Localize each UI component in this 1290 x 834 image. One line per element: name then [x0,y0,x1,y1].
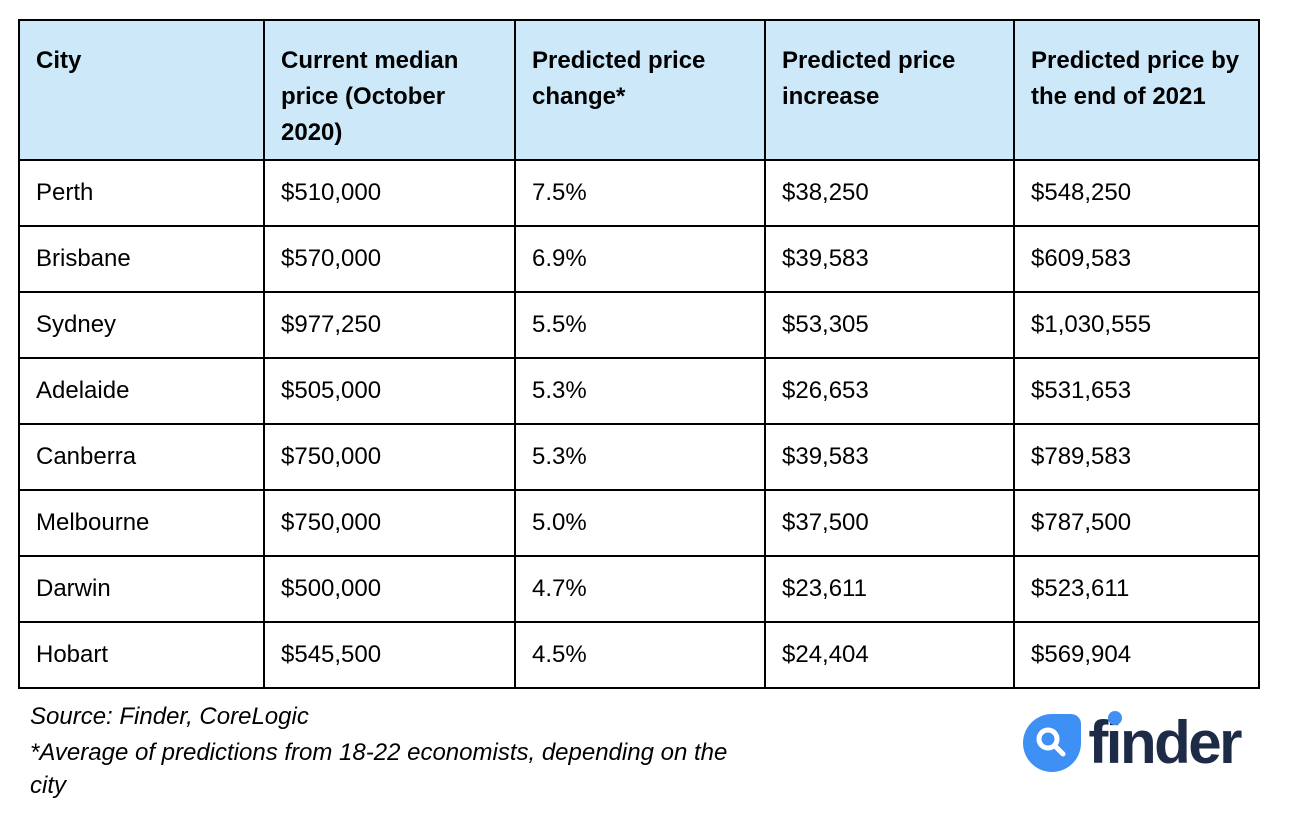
value-cell: $750,000 [263,489,516,557]
value-cell: 5.0% [514,489,766,557]
city-cell: Sydney [18,291,265,359]
value-cell: $37,500 [764,489,1015,557]
value-cell: 6.9% [514,225,766,293]
value-cell: 4.7% [514,555,766,623]
value-cell: 5.3% [514,357,766,425]
footnotes: Source: Finder, CoreLogic *Average of pr… [18,700,728,802]
value-cell: $545,500 [263,621,516,689]
header-row: City Current median price (October 2020)… [18,19,1260,161]
value-cell: $977,250 [263,291,516,359]
value-cell: $24,404 [764,621,1015,689]
column-header-price-increase: Predicted price increase [764,19,1015,161]
table-row: Sydney $977,250 5.5% $53,305 $1,030,555 [18,291,1260,359]
table-header: City Current median price (October 2020)… [18,19,1260,161]
value-cell: $1,030,555 [1013,291,1260,359]
table-row: Darwin $500,000 4.7% $23,611 $523,611 [18,555,1260,623]
value-cell: $523,611 [1013,555,1260,623]
value-cell: $39,583 [764,225,1015,293]
value-cell: 5.3% [514,423,766,491]
value-cell: $787,500 [1013,489,1260,557]
value-cell: $531,653 [1013,357,1260,425]
city-cell: Darwin [18,555,265,623]
column-header-price-change: Predicted price change* [514,19,766,161]
value-cell: 5.5% [514,291,766,359]
column-header-price-end-2021: Predicted price by the end of 2021 [1013,19,1260,161]
table-row: Canberra $750,000 5.3% $39,583 $789,583 [18,423,1260,491]
asterisk-note: *Average of predictions from 18-22 econo… [30,739,728,799]
column-header-current-median: Current median price (October 2020) [263,19,516,161]
table-body: Perth $510,000 7.5% $38,250 $548,250 Brisbane… [18,159,1260,689]
value-cell: $510,000 [263,159,516,227]
city-cell: Canberra [18,423,265,491]
value-cell: 4.5% [514,621,766,689]
finder-logo-text: finder [1088,711,1242,773]
table-row: Brisbane $570,000 6.9% $39,583 $609,583 [18,225,1260,293]
column-header-city: City [18,19,265,161]
table-row: Perth $510,000 7.5% $38,250 $548,250 [18,159,1260,227]
city-cell: Melbourne [18,489,265,557]
source-note: Source: Finder, CoreLogic [30,703,309,730]
city-cell: Hobart [18,621,265,689]
value-cell: $548,250 [1013,159,1260,227]
value-cell: $789,583 [1013,423,1260,491]
footer: Source: Finder, CoreLogic *Average of pr… [18,700,1272,802]
logo-i-dot [1108,711,1123,725]
finder-logo: finder [1023,711,1242,773]
table-row: Adelaide $505,000 5.3% $26,653 $531,653 [18,357,1260,425]
value-cell: $609,583 [1013,225,1260,293]
value-cell: $26,653 [764,357,1015,425]
city-cell: Brisbane [18,225,265,293]
value-cell: $500,000 [263,555,516,623]
table-row: Hobart $545,500 4.5% $24,404 $569,904 [18,621,1260,689]
value-cell: $53,305 [764,291,1015,359]
value-cell: $505,000 [263,357,516,425]
magnifier-droplet-icon [1023,714,1082,772]
value-cell: 7.5% [514,159,766,227]
value-cell: $570,000 [263,225,516,293]
value-cell: $569,904 [1013,621,1260,689]
table-row: Melbourne $750,000 5.0% $37,500 $787,500 [18,489,1260,557]
value-cell: $750,000 [263,423,516,491]
value-cell: $23,611 [764,555,1015,623]
price-prediction-table: City Current median price (October 2020)… [18,19,1260,689]
city-cell: Perth [18,159,265,227]
value-cell: $38,250 [764,159,1015,227]
city-cell: Adelaide [18,357,265,425]
value-cell: $39,583 [764,423,1015,491]
